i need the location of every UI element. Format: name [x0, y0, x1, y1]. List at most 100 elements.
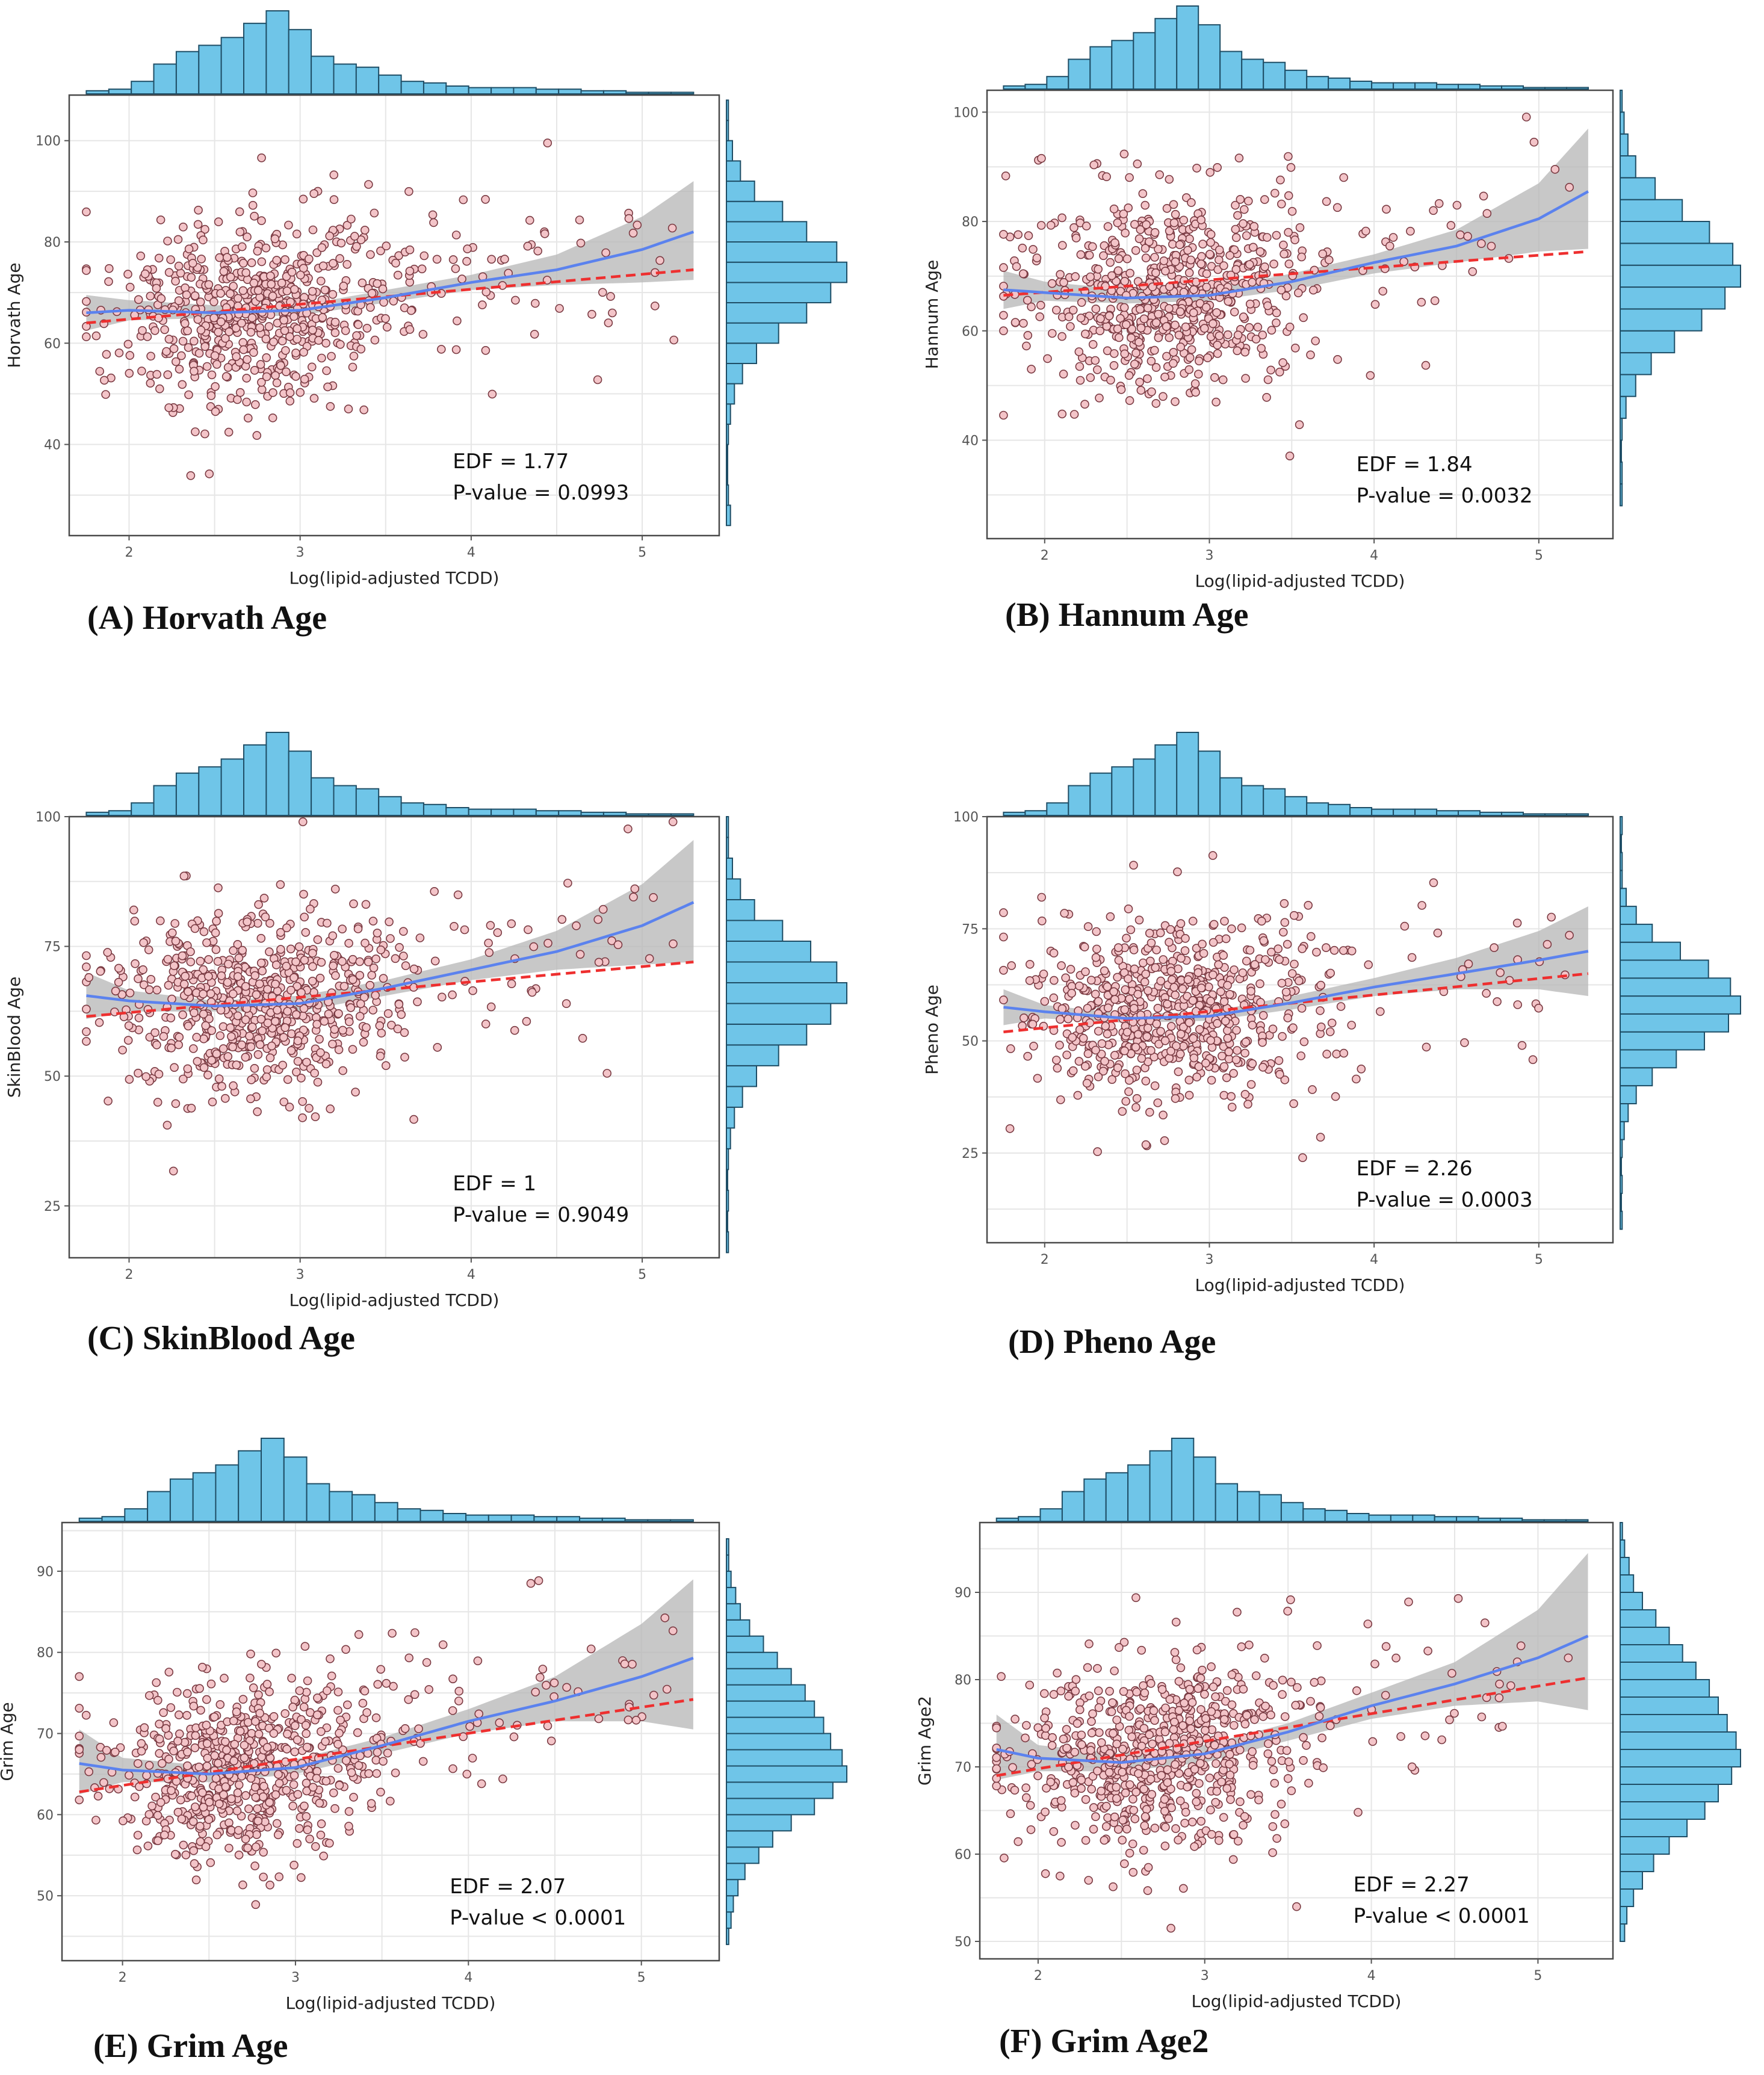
scatter-point — [1127, 1732, 1136, 1742]
scatter-point — [1277, 979, 1287, 988]
scatter-point — [1024, 231, 1033, 240]
scatter-point — [199, 1063, 209, 1072]
scatter-point — [201, 1021, 211, 1030]
scatter-point — [288, 1702, 297, 1712]
scatter-point — [1224, 1054, 1234, 1063]
scatter-point — [1071, 1686, 1080, 1696]
scatter-point — [232, 1707, 241, 1716]
scatter-point — [1565, 930, 1574, 940]
scatter-point — [1258, 1038, 1267, 1047]
scatter-point — [1125, 1712, 1134, 1721]
scatter-point — [413, 997, 422, 1006]
y-histogram-bar — [1620, 1731, 1737, 1750]
scatter-point — [279, 1033, 288, 1042]
scatter-point — [1052, 305, 1061, 315]
x-histogram-bar — [419, 1509, 444, 1523]
scatter-point — [1456, 230, 1465, 240]
scatter-point — [250, 1783, 260, 1792]
scatter-point — [269, 1712, 279, 1721]
scatter-point — [276, 945, 285, 954]
x-histogram-bar — [1198, 24, 1221, 90]
y-histogram-bar — [1620, 1031, 1705, 1051]
scatter-point — [144, 985, 154, 994]
scatter-point — [1161, 1703, 1170, 1713]
scatter-point — [261, 334, 271, 344]
x-marginal-histogram — [1003, 732, 1589, 817]
scatter-point — [394, 1000, 404, 1009]
scatter-point — [1407, 1762, 1417, 1772]
scatter-point — [1171, 1655, 1181, 1665]
scatter-point — [175, 365, 184, 374]
scatter-point — [190, 1008, 199, 1018]
scatter-point — [204, 972, 213, 981]
scatter-point — [555, 304, 564, 313]
scatter-point — [204, 1815, 214, 1824]
y-histogram-bar — [726, 464, 728, 486]
scatter-point — [104, 277, 113, 286]
x-histogram-bar — [108, 88, 132, 94]
scatter-point — [1260, 1654, 1269, 1663]
y-histogram-bar — [1620, 461, 1623, 485]
scatter-point — [333, 1705, 342, 1715]
scatter-point — [286, 986, 296, 995]
scatter-point — [1326, 1721, 1335, 1730]
scatter-point — [1257, 344, 1266, 353]
scatter-point — [357, 278, 367, 288]
scatter-point — [538, 1665, 548, 1674]
y-histogram-bar — [1620, 1049, 1677, 1069]
y-histogram-bar — [726, 1619, 750, 1637]
x-histogram-bar — [1193, 1456, 1216, 1522]
scatter-point — [238, 286, 248, 295]
scatter-point — [1131, 1593, 1140, 1603]
scatter-point — [190, 1859, 199, 1868]
scatter-point — [226, 1023, 235, 1032]
x-histogram-bar — [648, 813, 672, 817]
scatter-point — [329, 170, 339, 179]
scatter-point — [163, 954, 173, 964]
scatter-point — [1258, 1011, 1268, 1020]
y-tick-label: 80 — [955, 1673, 971, 1688]
scatter-point — [360, 226, 370, 235]
scatter-point — [1498, 1722, 1507, 1731]
scatter-point — [1189, 1034, 1198, 1043]
scatter-point — [140, 269, 150, 279]
scatter-point — [1134, 1769, 1143, 1778]
scatter-point — [473, 1656, 483, 1666]
scatter-point — [1120, 1046, 1129, 1056]
scatter-point — [237, 1040, 247, 1050]
scatter-point — [1080, 942, 1089, 951]
scatter-point — [1095, 1728, 1104, 1737]
x-histogram-bar — [513, 808, 537, 816]
scatter-point — [543, 1721, 552, 1731]
scatter-point — [291, 957, 300, 966]
scatter-point — [453, 890, 463, 900]
y-tick-label: 50 — [962, 1034, 979, 1050]
scatter-point — [269, 337, 278, 347]
scatter-point — [287, 267, 297, 277]
scatter-point — [344, 1017, 354, 1027]
scatter-point — [1180, 1819, 1189, 1828]
scatter-point — [992, 1723, 1001, 1733]
scatter-point — [242, 374, 252, 383]
scatter-point — [295, 1824, 304, 1833]
scatter-point — [1165, 938, 1174, 947]
scatter-point — [221, 1782, 231, 1792]
scatter-point — [1278, 1690, 1287, 1699]
scatter-point — [1228, 1855, 1238, 1864]
scatter-point — [1243, 1099, 1252, 1109]
scatter-point — [212, 917, 221, 926]
x-histogram-bar — [1003, 811, 1026, 817]
scatter-point — [155, 1734, 164, 1743]
scatter-point — [257, 153, 266, 162]
scatter-point — [164, 980, 173, 990]
scatter-point — [631, 1716, 641, 1725]
scatter-point — [1364, 960, 1373, 969]
scatter-point — [248, 188, 258, 197]
scatter-point — [1124, 371, 1134, 380]
scatter-point — [1184, 365, 1194, 374]
scatter-point — [195, 1822, 205, 1831]
scatter-point — [1179, 1042, 1188, 1051]
y-histogram-bar — [1620, 1193, 1622, 1212]
scatter-point — [1249, 243, 1258, 252]
y-histogram-bar — [726, 1586, 737, 1604]
